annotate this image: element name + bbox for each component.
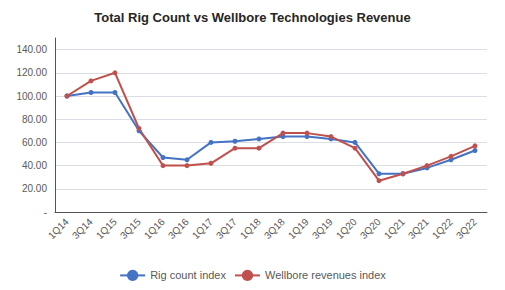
svg-text:3Q20: 3Q20 [358, 216, 383, 241]
svg-text:3Q22: 3Q22 [454, 216, 479, 241]
svg-text:3Q19: 3Q19 [310, 216, 335, 241]
svg-text:3Q15: 3Q15 [118, 216, 143, 241]
svg-text:1Q22: 1Q22 [430, 216, 455, 241]
svg-text:Total Rig Count vs Wellbore Te: Total Rig Count vs Wellbore Technologies… [94, 10, 410, 25]
svg-text:3Q18: 3Q18 [262, 216, 287, 241]
svg-text:80.00: 80.00 [22, 114, 47, 125]
svg-text:1Q15: 1Q15 [94, 216, 119, 241]
svg-text:1Q18: 1Q18 [238, 216, 263, 241]
svg-text:140.00: 140.00 [16, 44, 47, 55]
svg-text:120.00: 120.00 [16, 67, 47, 78]
svg-text:1Q17: 1Q17 [190, 216, 215, 241]
svg-text:1Q20: 1Q20 [334, 216, 359, 241]
svg-text:100.00: 100.00 [16, 91, 47, 102]
svg-text:20.00: 20.00 [22, 183, 47, 194]
svg-text:1Q14: 1Q14 [46, 216, 71, 241]
svg-text:3Q16: 3Q16 [166, 216, 191, 241]
svg-text:3Q21: 3Q21 [406, 216, 431, 241]
svg-text:1Q19: 1Q19 [286, 216, 311, 241]
svg-text:Rig count index: Rig count index [150, 269, 226, 281]
svg-text:1Q16: 1Q16 [142, 216, 167, 241]
svg-text:1Q21: 1Q21 [382, 216, 407, 241]
svg-text:3Q17: 3Q17 [214, 216, 239, 241]
svg-text:3Q14: 3Q14 [70, 216, 95, 241]
svg-text:40.00: 40.00 [22, 160, 47, 171]
svg-text:-: - [44, 207, 47, 218]
svg-text:Wellbore revenues index: Wellbore revenues index [265, 269, 386, 281]
svg-text:60.00: 60.00 [22, 137, 47, 148]
